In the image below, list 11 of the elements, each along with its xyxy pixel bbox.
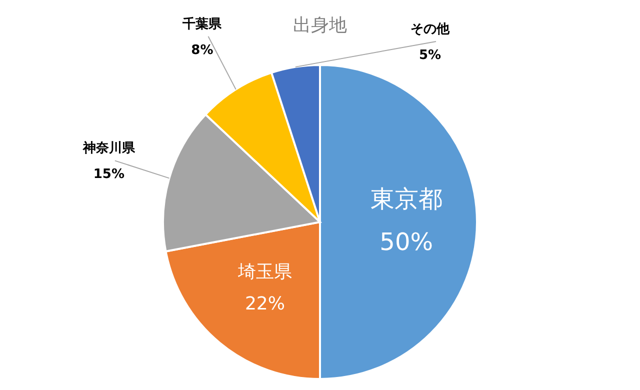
slice-label: その他	[410, 22, 450, 38]
data-label: 50%	[380, 228, 434, 256]
slice-label: 東京都	[370, 184, 442, 213]
slice-label: 神奈川県	[82, 140, 136, 156]
slice-label: 千葉県	[182, 16, 223, 32]
data-label: 8%	[191, 42, 214, 58]
data-label: 5%	[418, 48, 442, 64]
data-label: 22%	[244, 294, 285, 315]
chart-title: 出身地	[293, 14, 347, 36]
slice-label: 埼玉県	[236, 261, 292, 282]
data-label: 15%	[93, 167, 124, 182]
